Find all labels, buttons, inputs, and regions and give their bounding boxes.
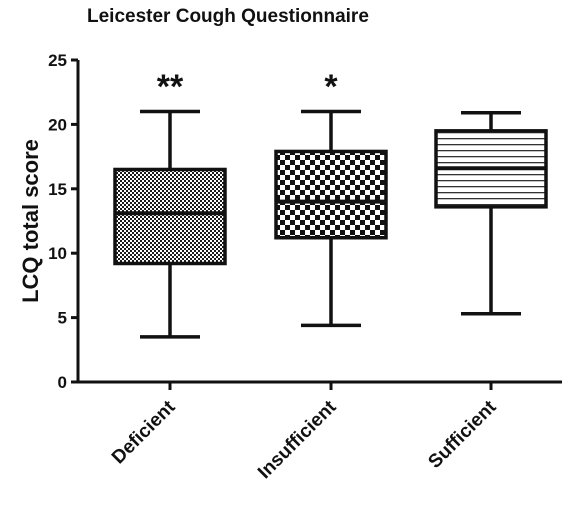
x-ticks: Deficient Insufficient Sufficient (108, 382, 501, 483)
significance-deficient: ** (157, 68, 184, 106)
x-tick-label-insufficient: Insufficient (254, 396, 341, 483)
y-tick-label-15: 15 (48, 180, 67, 199)
y-tick-label-10: 10 (48, 244, 67, 263)
x-tick-label-sufficient: Sufficient (424, 396, 501, 473)
y-axis-label: LCQ total score (18, 139, 43, 303)
significance-insufficient: * (324, 68, 338, 106)
chart-title: Leicester Cough Questionnaire (87, 6, 369, 27)
y-tick-label-5: 5 (58, 309, 67, 328)
y-ticks: 0 5 10 15 20 25 (48, 51, 78, 392)
y-tick-label-20: 20 (48, 115, 67, 134)
iqr-box-deficient (113, 167, 227, 266)
x-tick-label-deficient: Deficient (108, 396, 180, 468)
boxes (113, 109, 548, 339)
significance-annotations: ** * (157, 68, 339, 106)
y-tick-label-0: 0 (58, 373, 67, 392)
box-insufficient (274, 109, 388, 328)
y-tick-label-25: 25 (48, 51, 67, 70)
box-deficient (113, 109, 227, 339)
axes (76, 60, 562, 384)
box-sufficient (434, 111, 548, 316)
iqr-box-insufficient (274, 149, 388, 240)
